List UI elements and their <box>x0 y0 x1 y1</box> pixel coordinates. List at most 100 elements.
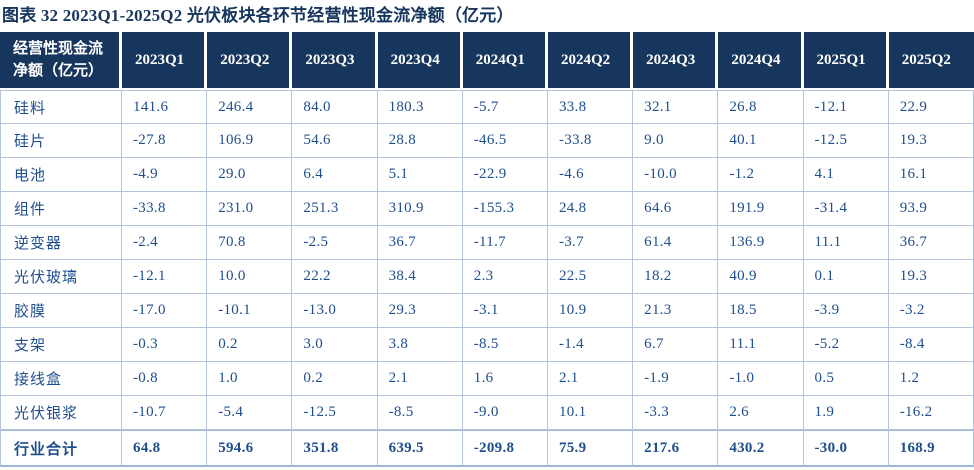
table-cell: -5.4 <box>207 396 293 430</box>
table-cell: 64.6 <box>633 192 719 226</box>
table-cell: 1.0 <box>207 362 293 396</box>
table-cell: 0.1 <box>803 260 889 294</box>
table-header: 经营性现金流 净额（亿元） 2023Q1 2023Q2 2023Q3 2023Q4 20… <box>0 32 974 90</box>
table-cell: 10.1 <box>547 396 634 430</box>
table-cell: -9.0 <box>462 396 548 430</box>
row-label: 组件 <box>0 192 123 226</box>
table-cell: 168.9 <box>888 430 974 467</box>
table-row: 逆变器 -2.4 70.8 -2.5 36.7 -11.7 -3.7 61.4 136.9 11.… <box>0 226 974 260</box>
table-cell: 36.7 <box>377 226 463 260</box>
table-cell: 251.3 <box>292 192 378 226</box>
table-cell: 180.3 <box>377 90 463 124</box>
table-cell: -33.8 <box>122 192 208 226</box>
header-quarter-cell: 2023Q2 <box>207 32 293 90</box>
row-label: 硅料 <box>0 90 123 124</box>
table-row: 硅料 141.6 246.4 84.0 180.3 -5.7 33.8 32.1 26.8 -12… <box>0 90 974 124</box>
table-cell: -5.7 <box>462 90 548 124</box>
table-cell: 1.9 <box>803 396 889 430</box>
table-cell: -3.9 <box>803 294 889 328</box>
table-cell: 32.1 <box>633 90 719 124</box>
table-cell: 0.2 <box>292 362 378 396</box>
table-cell: -0.3 <box>122 328 208 362</box>
table-cell: 246.4 <box>207 90 293 124</box>
table-cell: -1.9 <box>633 362 719 396</box>
table-row: 光伏银浆 -10.7 -5.4 -12.5 -8.5 -9.0 10.1 -3.3 2.6 1.9… <box>0 396 974 430</box>
table-cell: -33.8 <box>547 124 634 158</box>
table-row: 胶膜 -17.0 -10.1 -13.0 29.3 -3.1 10.9 21.3 18.5 -3.… <box>0 294 974 328</box>
table-cell: -5.2 <box>803 328 889 362</box>
table-cell: 18.5 <box>718 294 804 328</box>
table-cell: -31.4 <box>803 192 889 226</box>
row-label: 电池 <box>0 158 123 192</box>
table-cell: 19.3 <box>888 260 974 294</box>
table-cell: -4.6 <box>547 158 634 192</box>
header-quarter-cell: 2025Q2 <box>888 32 974 90</box>
table-row: 接线盒 -0.8 1.0 0.2 2.1 1.6 2.1 -1.9 -1.0 0.5 1.2 <box>0 362 974 396</box>
table-cell: 639.5 <box>377 430 463 467</box>
table-cell: 10.9 <box>547 294 634 328</box>
table-cell: 29.0 <box>207 158 293 192</box>
table-cell: -8.5 <box>377 396 463 430</box>
table-cell: -13.0 <box>292 294 378 328</box>
header-quarter-cell: 2024Q1 <box>462 32 548 90</box>
table-cell: 231.0 <box>207 192 293 226</box>
table-cell: -3.2 <box>888 294 974 328</box>
table-cell: -10.1 <box>207 294 293 328</box>
table-cell: -1.0 <box>718 362 804 396</box>
table-cell: -10.0 <box>633 158 719 192</box>
table-cell: 22.2 <box>292 260 378 294</box>
table-cell: 0.2 <box>207 328 293 362</box>
table-cell: 84.0 <box>292 90 378 124</box>
table-row: 硅片 -27.8 106.9 54.6 28.8 -46.5 -33.8 9.0 40.1 -12… <box>0 124 974 158</box>
table-cell: 70.8 <box>207 226 293 260</box>
header-quarter-cell: 2024Q2 <box>547 32 634 90</box>
table-cell: -30.0 <box>803 430 889 467</box>
header-quarter-cell: 2024Q3 <box>633 32 719 90</box>
table-cell: 2.3 <box>462 260 548 294</box>
table-cell: 2.1 <box>547 362 634 396</box>
row-label: 支架 <box>0 328 123 362</box>
table-cell: -46.5 <box>462 124 548 158</box>
table-cell: 1.2 <box>888 362 974 396</box>
table-cell: 4.1 <box>803 158 889 192</box>
table-cell: -12.1 <box>122 260 208 294</box>
table-cell: 10.0 <box>207 260 293 294</box>
table-cell: 106.9 <box>207 124 293 158</box>
table-cell: -12.1 <box>803 90 889 124</box>
table-cell: 430.2 <box>718 430 804 467</box>
table-cell: 6.4 <box>292 158 378 192</box>
table-cell: 22.9 <box>888 90 974 124</box>
table-cell: -12.5 <box>803 124 889 158</box>
table-cell: -17.0 <box>122 294 208 328</box>
table-cell: 54.6 <box>292 124 378 158</box>
table-cell: -4.9 <box>122 158 208 192</box>
row-label: 光伏银浆 <box>0 396 123 430</box>
table-cell: -1.4 <box>547 328 634 362</box>
table-cell: 29.3 <box>377 294 463 328</box>
table-cell: -11.7 <box>462 226 548 260</box>
table-cell: 16.1 <box>888 158 974 192</box>
table-cell: 28.8 <box>377 124 463 158</box>
table-cell: 61.4 <box>633 226 719 260</box>
table-cell: 36.7 <box>888 226 974 260</box>
row-label: 胶膜 <box>0 294 123 328</box>
cash-flow-table: 经营性现金流 净额（亿元） 2023Q1 2023Q2 2023Q3 2023Q4 20… <box>0 32 974 467</box>
table-cell: -155.3 <box>462 192 548 226</box>
header-quarter-cell: 2023Q1 <box>122 32 208 90</box>
table-cell: 3.8 <box>377 328 463 362</box>
table-cell: 24.8 <box>547 192 634 226</box>
table-cell: 64.8 <box>122 430 208 467</box>
row-label: 光伏玻璃 <box>0 260 123 294</box>
row-label: 行业合计 <box>0 430 123 467</box>
table-cell: -209.8 <box>462 430 548 467</box>
table-cell: 33.8 <box>547 90 634 124</box>
table-cell: -2.4 <box>122 226 208 260</box>
table-cell: 38.4 <box>377 260 463 294</box>
table-cell: 3.0 <box>292 328 378 362</box>
table-cell: 351.8 <box>292 430 378 467</box>
table-cell: -10.7 <box>122 396 208 430</box>
figure-title: 图表 32 2023Q1-2025Q2 光伏板块各环节经营性现金流净额（亿元） <box>2 6 514 25</box>
table-cell: 141.6 <box>122 90 208 124</box>
table-row: 光伏玻璃 -12.1 10.0 22.2 38.4 2.3 22.5 18.2 40.9 0.1 1… <box>0 260 974 294</box>
table-cell: -3.7 <box>547 226 634 260</box>
